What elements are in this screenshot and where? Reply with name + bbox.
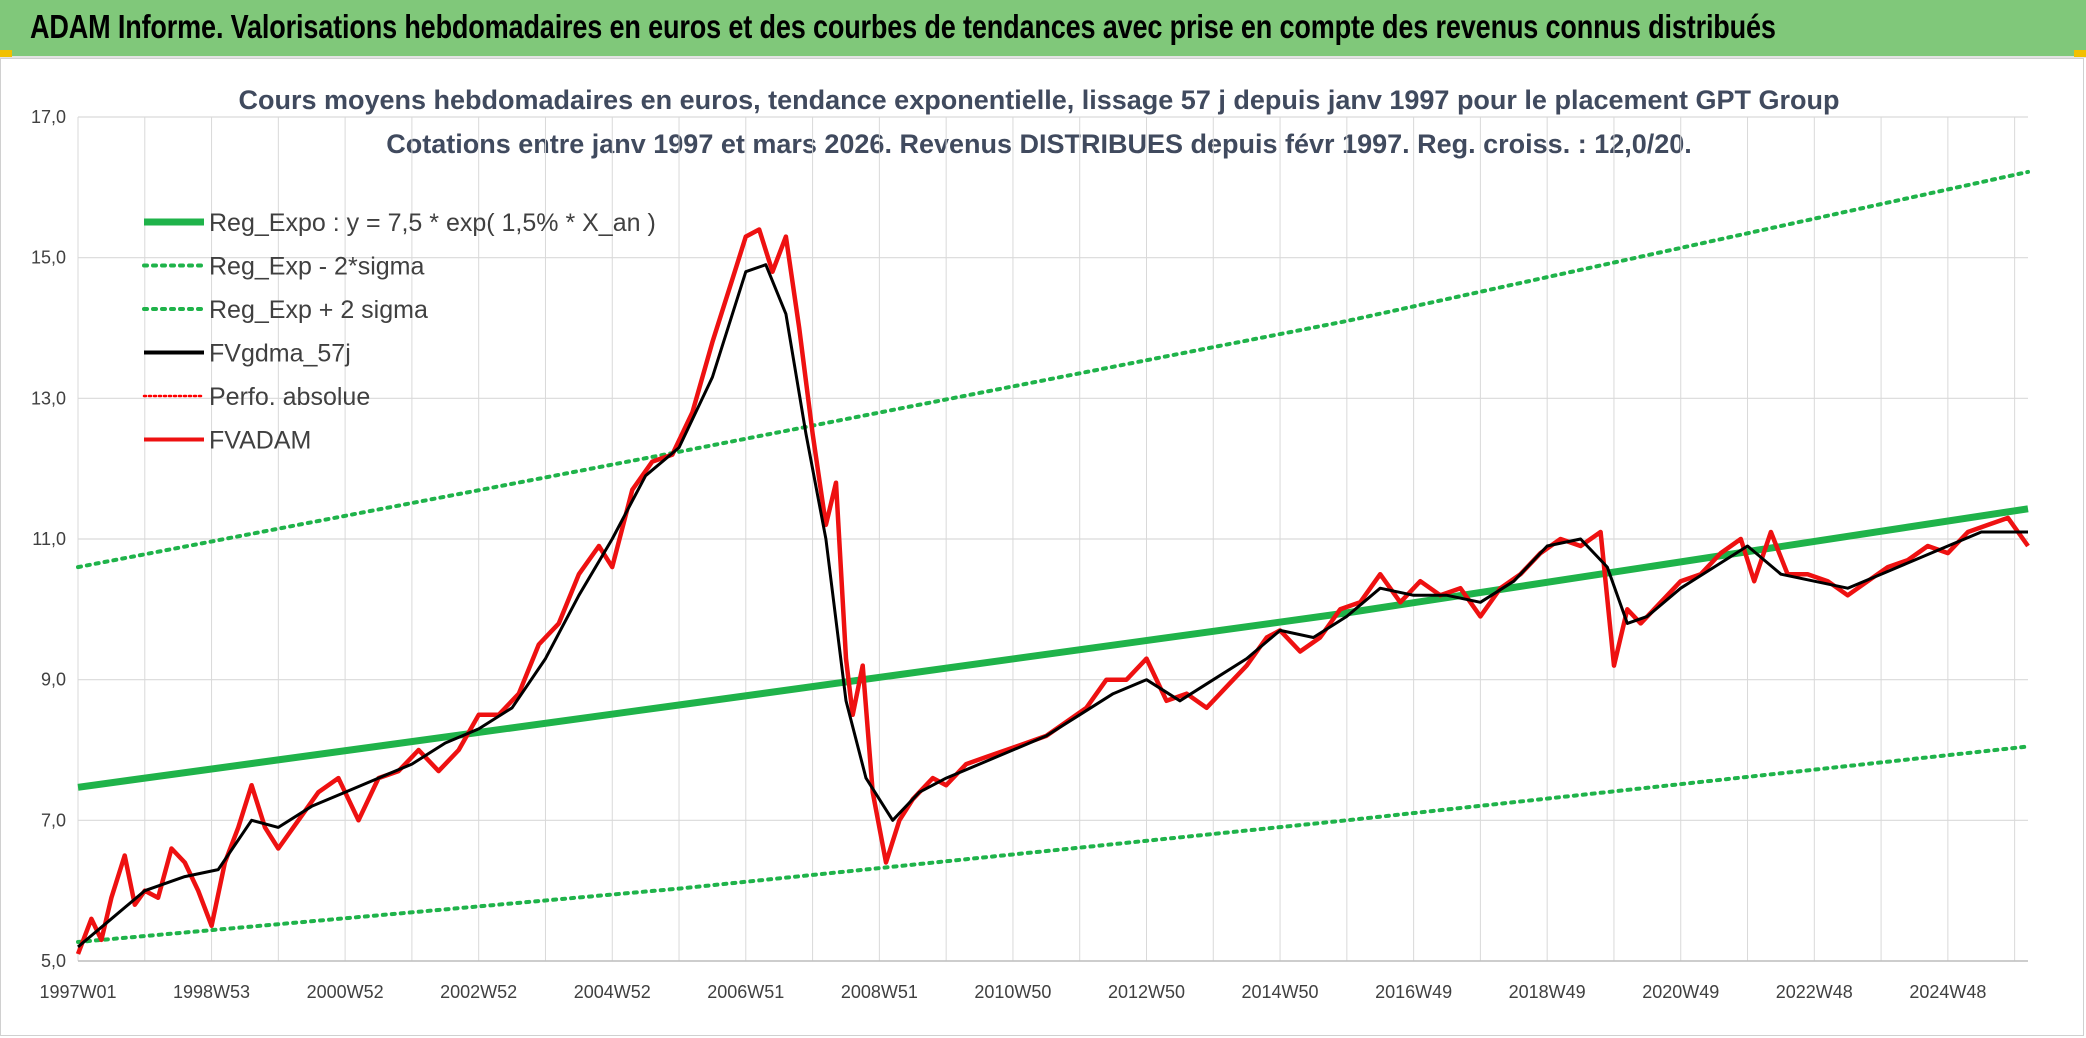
series-line-5: [75, 227, 2030, 955]
x-tick-label: 2014W50: [1242, 982, 1319, 1002]
header-band: ADAM Informe. Valorisations hebdomadaire…: [0, 0, 2086, 58]
x-tick-label: 1997W01: [39, 982, 116, 1002]
legend-label-1: Reg_Exp - 2*sigma: [209, 253, 424, 281]
trend-chart: Cours moyens hebdomadaires en euros, ten…: [31, 85, 2030, 1002]
chart-title-line-2: Cotations entre janv 1997 et mars 2026. …: [386, 129, 1692, 159]
x-tick-label: 1998W53: [173, 982, 250, 1002]
series-line-3: [77, 263, 2028, 949]
series-line-1: [76, 744, 2030, 944]
legend-label-2: Reg_Exp + 2 sigma: [209, 296, 428, 324]
y-tick-label: 11,0: [32, 529, 66, 549]
x-tick-label: 2012W50: [1108, 982, 1185, 1002]
x-tick-label: 2002W52: [440, 982, 517, 1002]
x-tick-label: 2006W51: [707, 982, 784, 1002]
legend-label-3: FVgdma_57j: [209, 340, 351, 368]
chart-title-line-1: Cours moyens hebdomadaires en euros, ten…: [239, 85, 1840, 115]
x-tick-label: 2008W51: [841, 982, 918, 1002]
corner-accent-right: [2074, 50, 2086, 57]
x-tick-label: 2000W52: [307, 982, 384, 1002]
series-line-2: [76, 169, 2030, 570]
legend: Reg_Expo : y = 7,5 * exp( 1,5% * X_an ) R…: [142, 209, 656, 455]
y-tick-label: 15,0: [31, 248, 66, 268]
legend-label-0: Reg_Expo : y = 7,5 * exp( 1,5% * X_an ): [209, 209, 656, 237]
x-tick-label: 2022W48: [1776, 982, 1853, 1002]
y-tick-label: 7,0: [41, 810, 66, 830]
x-tick-label: 2020W49: [1642, 982, 1719, 1002]
x-tick-label: 2018W49: [1509, 982, 1586, 1002]
series-lines: [75, 169, 2030, 955]
y-tick-label: 9,0: [41, 670, 66, 690]
series-line-0: [77, 505, 2029, 791]
report-title: ADAM Informe. Valorisations hebdomadaire…: [30, 8, 1776, 45]
y-tick-label: 13,0: [31, 388, 66, 408]
legend-label-4: Perfo. absolue: [209, 383, 370, 411]
axes: 5,0 7,0 9,0 11,0 13,0 15,0 17,0 1997W01 1998W53 2…: [31, 107, 2028, 1002]
x-tick-label: 2010W50: [974, 982, 1051, 1002]
grid-lines: [77, 116, 2028, 962]
y-tick-label: 5,0: [41, 951, 66, 971]
corner-accent-left: [0, 50, 12, 57]
x-tick-label: 2016W49: [1375, 982, 1452, 1002]
chart-frame: Cours moyens hebdomadaires en euros, ten…: [0, 58, 2084, 1036]
y-tick-label: 17,0: [31, 107, 66, 127]
x-tick-label: 2024W48: [1909, 982, 1986, 1002]
legend-label-5: FVADAM: [209, 427, 311, 455]
x-tick-label: 2004W52: [574, 982, 651, 1002]
